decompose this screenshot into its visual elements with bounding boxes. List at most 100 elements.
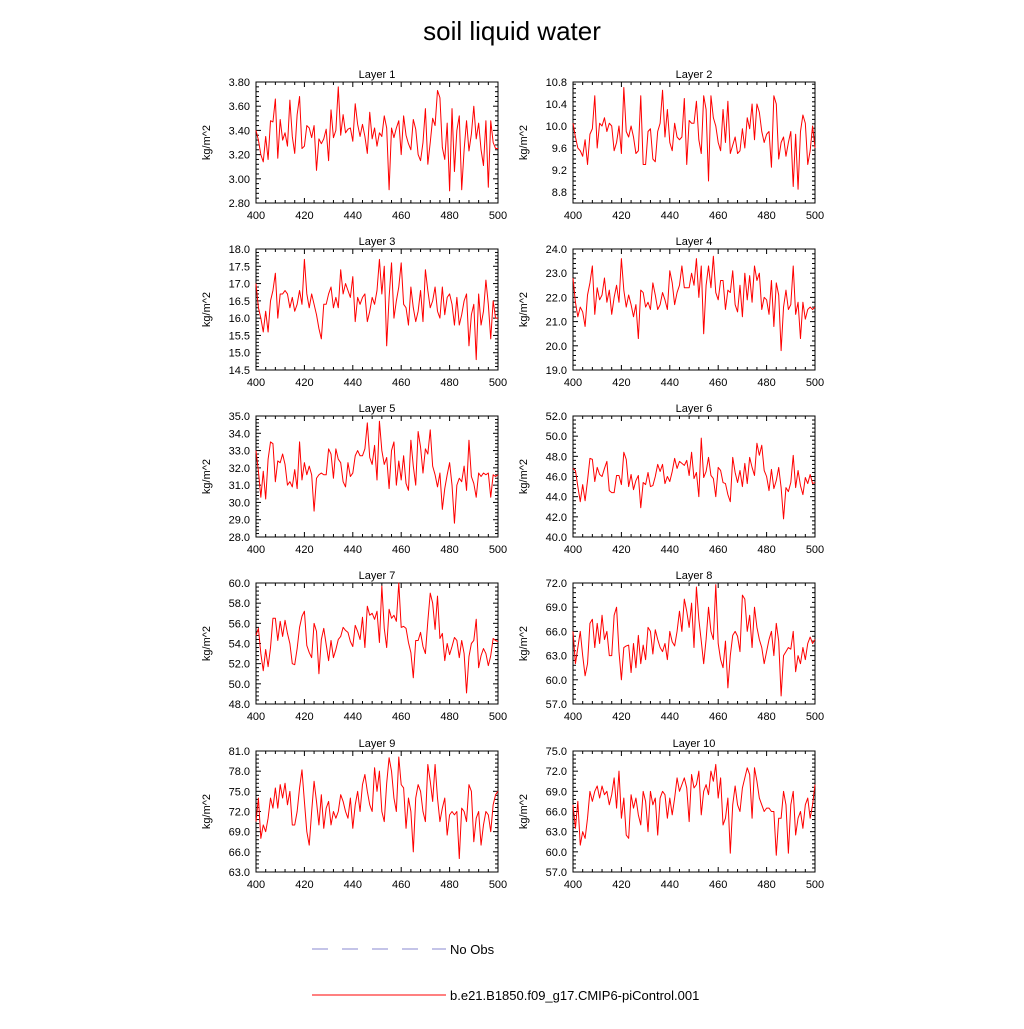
y-axis-label: kg/m^2 [518, 459, 530, 494]
x-tick-label: 440 [344, 544, 362, 556]
y-tick-label: 63.0 [546, 651, 567, 663]
x-tick-label: 500 [489, 879, 507, 891]
y-tick-label: 66.0 [546, 807, 567, 819]
y-tick-label: 72.0 [546, 578, 567, 590]
panel-title: Layer 2 [676, 69, 713, 81]
x-tick-label: 500 [489, 711, 507, 723]
y-tick-label: 14.5 [229, 365, 250, 377]
y-axis-label: kg/m^2 [518, 125, 530, 160]
panel-title: Layer 5 [359, 403, 396, 415]
y-tick-label: 19.0 [546, 365, 567, 377]
chart-panel-layer-6: Layer 6 kg/m^2 400 420 440 460 480 500 40.0 42.0 4… [518, 403, 824, 556]
x-tick-label: 420 [612, 377, 630, 389]
x-tick-label: 400 [564, 879, 582, 891]
x-tick-label: 440 [661, 377, 679, 389]
series-line [572, 584, 816, 697]
x-tick-label: 460 [392, 377, 410, 389]
y-tick-label: 63.0 [229, 867, 250, 879]
y-tick-label: 23.0 [546, 268, 567, 280]
y-tick-label: 69.0 [546, 786, 567, 798]
y-tick-label: 10.8 [546, 77, 567, 89]
legend: No Obs b.e21.B1850.f09_g17.CMIP6-piContr… [312, 942, 699, 1003]
x-tick-label: 440 [344, 210, 362, 222]
panel-title: Layer 10 [673, 738, 716, 750]
plot-frame [572, 81, 816, 204]
x-tick-label: 400 [564, 544, 582, 556]
y-tick-label: 22.0 [546, 292, 567, 304]
x-tick-label: 500 [489, 544, 507, 556]
plot-frame [255, 415, 499, 538]
x-tick-label: 480 [440, 879, 458, 891]
panel-title: Layer 8 [676, 570, 713, 582]
y-tick-label: 29.0 [229, 515, 250, 527]
panel-title: Layer 7 [359, 570, 396, 582]
chart-panel-layer-1: Layer 1 kg/m^2 400 420 440 460 480 500 2.80 3.00 3… [201, 69, 507, 222]
y-tick-label: 42.0 [546, 512, 567, 524]
y-tick-label: 3.60 [229, 101, 250, 113]
x-tick-label: 500 [806, 377, 824, 389]
chart-panel-layer-2: Layer 2 kg/m^2 400 420 440 460 480 500 8.8 9.2 9.6… [518, 69, 824, 222]
plot-frame [572, 750, 816, 873]
chart-panel-layer-9: Layer 9 kg/m^2 400 420 440 460 480 500 63.0 66.0 6… [201, 738, 507, 891]
x-tick-label: 460 [709, 544, 727, 556]
y-tick-label: 35.0 [229, 411, 250, 423]
chart-panel-layer-5: Layer 5 kg/m^2 400 420 440 460 480 500 28.0 29.0 3… [201, 403, 507, 556]
y-tick-label: 57.0 [546, 867, 567, 879]
x-tick-label: 480 [757, 711, 775, 723]
x-tick-label: 440 [661, 210, 679, 222]
y-tick-label: 9.2 [552, 165, 567, 177]
y-tick-label: 2.80 [229, 198, 250, 210]
series-line [255, 258, 498, 361]
x-tick-label: 480 [440, 711, 458, 723]
y-axis-label: kg/m^2 [201, 125, 213, 160]
y-tick-label: 8.8 [552, 187, 567, 199]
legend-obs-label: No Obs [450, 942, 495, 957]
figure-title: soil liquid water [423, 16, 601, 46]
y-tick-label: 69.0 [229, 827, 250, 839]
x-tick-label: 500 [489, 377, 507, 389]
series-line [255, 420, 499, 524]
x-tick-label: 500 [489, 210, 507, 222]
x-tick-label: 400 [564, 711, 582, 723]
panel-title: Layer 6 [676, 403, 713, 415]
x-tick-label: 460 [709, 210, 727, 222]
y-tick-label: 81.0 [229, 746, 250, 758]
y-tick-label: 78.0 [229, 766, 250, 778]
y-tick-label: 54.0 [229, 639, 250, 651]
chart-panel-layer-3: Layer 3 kg/m^2 400 420 440 460 480 500 14.5 15.0 1… [201, 236, 507, 389]
x-tick-label: 400 [247, 377, 265, 389]
x-tick-label: 500 [806, 210, 824, 222]
panel-title: Layer 3 [359, 236, 396, 248]
panel-title: Layer 1 [359, 69, 396, 81]
y-tick-label: 75.0 [229, 786, 250, 798]
y-tick-label: 46.0 [546, 472, 567, 484]
x-tick-label: 440 [661, 711, 679, 723]
x-tick-label: 420 [295, 210, 313, 222]
x-tick-label: 440 [661, 879, 679, 891]
chart-panel-layer-7: Layer 7 kg/m^2 400 420 440 460 480 500 48.0 50.0 5… [201, 570, 507, 723]
y-tick-label: 63.0 [546, 827, 567, 839]
chart-panel-layer-10: Layer 10 kg/m^2 400 420 440 460 480 500 57.0 60.0… [518, 738, 824, 891]
x-tick-label: 400 [564, 210, 582, 222]
series-line [572, 255, 816, 352]
chart-panel-layer-8: Layer 8 kg/m^2 400 420 440 460 480 500 57.0 60.0 6… [518, 570, 824, 723]
y-tick-label: 52.0 [546, 411, 567, 423]
x-tick-label: 400 [247, 711, 265, 723]
y-axis-label: kg/m^2 [518, 292, 530, 327]
y-tick-label: 9.6 [552, 143, 567, 155]
y-tick-label: 57.0 [546, 699, 567, 711]
x-tick-label: 400 [247, 210, 265, 222]
y-tick-label: 16.5 [229, 296, 250, 308]
x-tick-label: 460 [392, 879, 410, 891]
plot-frame [255, 81, 499, 204]
x-tick-label: 500 [806, 711, 824, 723]
y-tick-label: 52.0 [229, 659, 250, 671]
x-tick-label: 460 [392, 210, 410, 222]
series-line [255, 86, 498, 192]
y-axis-label: kg/m^2 [201, 794, 213, 829]
panel-title: Layer 9 [359, 738, 396, 750]
y-tick-label: 3.20 [229, 150, 250, 162]
y-axis-label: kg/m^2 [201, 292, 213, 327]
